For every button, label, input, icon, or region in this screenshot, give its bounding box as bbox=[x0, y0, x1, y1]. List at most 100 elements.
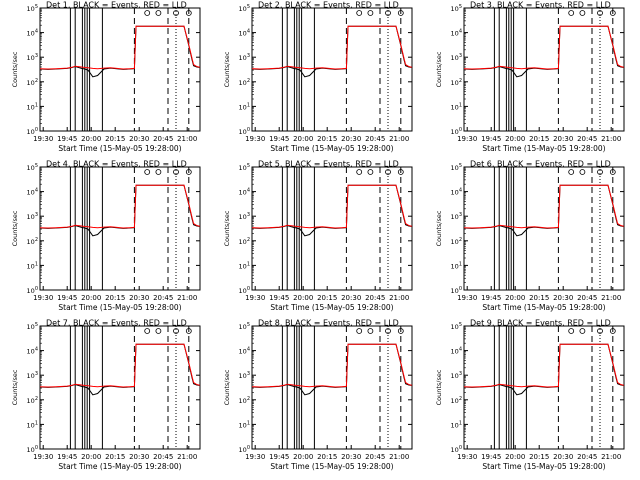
x-tick-label: 20:15 bbox=[317, 294, 337, 302]
y-tick-label: 103 bbox=[451, 212, 462, 221]
events-series-line bbox=[251, 184, 413, 237]
x-tick-label: 19:30 bbox=[33, 294, 53, 302]
event-marker bbox=[579, 10, 586, 16]
x-tick-label: 19:30 bbox=[245, 135, 265, 143]
y-axis-label: Counts/sec bbox=[223, 369, 231, 405]
x-tick-label: 19:45 bbox=[269, 453, 289, 461]
panel-title: Det 7, BLACK = Events, RED = LLD bbox=[46, 319, 187, 328]
event-marker bbox=[579, 169, 586, 175]
y-tick-label: 100 bbox=[27, 445, 38, 454]
y-tick-label: 100 bbox=[451, 286, 462, 295]
event-marker bbox=[173, 169, 179, 175]
event-marker bbox=[144, 169, 151, 175]
event-marker bbox=[356, 169, 363, 175]
y-tick-label: 102 bbox=[27, 78, 38, 87]
y-tick-label: 105 bbox=[239, 322, 250, 331]
x-tick-label: 19:30 bbox=[33, 453, 53, 461]
y-axis-label: Counts/sec bbox=[11, 210, 19, 246]
x-tick-label: 20:45 bbox=[577, 135, 597, 143]
y-tick-label: 105 bbox=[27, 322, 38, 331]
y-tick-label: 104 bbox=[239, 29, 250, 38]
panel-title: Det 6, BLACK = Events, RED = LLD bbox=[470, 160, 611, 169]
x-tick-label: 20:15 bbox=[105, 135, 125, 143]
x-tick-label: 19:45 bbox=[57, 453, 77, 461]
y-tick-label: 102 bbox=[27, 237, 38, 246]
y-tick-label: 103 bbox=[239, 53, 250, 62]
panel-title: Det 1, BLACK = Events, RED = LLD bbox=[46, 1, 187, 10]
x-tick-label: 20:30 bbox=[341, 294, 361, 302]
lld-series-line bbox=[463, 25, 625, 70]
event-marker bbox=[609, 10, 616, 16]
y-tick-label: 105 bbox=[451, 163, 462, 172]
x-tick-label: 20:00 bbox=[293, 453, 313, 461]
event-marker bbox=[568, 328, 575, 334]
event-marker bbox=[397, 10, 404, 16]
x-tick-label: 20:45 bbox=[365, 453, 385, 461]
x-axis-label: Start Time (15-May-05 19:28:00) bbox=[482, 462, 605, 471]
events-series-line bbox=[463, 184, 625, 237]
y-tick-label: 100 bbox=[451, 127, 462, 136]
y-axis-label: Counts/sec bbox=[435, 369, 443, 405]
y-tick-label: 104 bbox=[239, 188, 250, 197]
events-series-line bbox=[39, 343, 201, 396]
y-tick-label: 102 bbox=[451, 396, 462, 405]
y-tick-label: 100 bbox=[239, 286, 250, 295]
y-tick-label: 105 bbox=[451, 322, 462, 331]
event-marker bbox=[144, 328, 151, 334]
x-tick-label: 20:45 bbox=[153, 294, 173, 302]
x-axis-label: Start Time (15-May-05 19:28:00) bbox=[58, 462, 181, 471]
x-tick-label: 20:45 bbox=[577, 453, 597, 461]
panel-title: Det 9, BLACK = Events, RED = LLD bbox=[470, 319, 611, 328]
lld-series-line bbox=[39, 25, 201, 70]
y-tick-label: 105 bbox=[239, 4, 250, 13]
event-marker bbox=[609, 328, 616, 334]
event-marker bbox=[568, 169, 575, 175]
event-marker bbox=[155, 328, 162, 334]
x-tick-label: 20:45 bbox=[365, 294, 385, 302]
y-tick-label: 102 bbox=[451, 78, 462, 87]
event-marker bbox=[597, 328, 603, 334]
x-tick-label: 20:00 bbox=[81, 135, 101, 143]
x-tick-label: 21:00 bbox=[177, 135, 197, 143]
y-tick-label: 103 bbox=[27, 212, 38, 221]
y-tick-label: 101 bbox=[451, 102, 462, 111]
y-tick-label: 103 bbox=[27, 371, 38, 380]
x-tick-label: 20:15 bbox=[529, 294, 549, 302]
x-tick-label: 19:45 bbox=[57, 294, 77, 302]
event-marker bbox=[144, 10, 151, 16]
event-marker bbox=[385, 169, 391, 175]
x-tick-label: 21:00 bbox=[177, 294, 197, 302]
events-series-line bbox=[463, 343, 625, 396]
x-tick-label: 19:45 bbox=[57, 135, 77, 143]
y-tick-label: 103 bbox=[451, 53, 462, 62]
x-tick-label: 19:45 bbox=[481, 294, 501, 302]
x-tick-label: 19:45 bbox=[481, 453, 501, 461]
y-tick-label: 103 bbox=[451, 371, 462, 380]
event-marker bbox=[173, 328, 179, 334]
y-tick-label: 100 bbox=[239, 127, 250, 136]
panel-title: Det 3, BLACK = Events, RED = LLD bbox=[470, 1, 611, 10]
y-tick-label: 101 bbox=[239, 261, 250, 270]
panel-title: Det 2, BLACK = Events, RED = LLD bbox=[258, 1, 399, 10]
x-axis-label: Start Time (15-May-05 19:28:00) bbox=[270, 303, 393, 312]
event-marker bbox=[185, 10, 192, 16]
lld-series-line bbox=[251, 343, 413, 388]
event-marker bbox=[356, 10, 363, 16]
event-marker bbox=[185, 169, 192, 175]
x-tick-label: 20:15 bbox=[105, 453, 125, 461]
x-tick-label: 19:30 bbox=[33, 135, 53, 143]
x-tick-label: 20:00 bbox=[293, 135, 313, 143]
y-tick-label: 105 bbox=[239, 163, 250, 172]
y-tick-label: 104 bbox=[451, 347, 462, 356]
x-tick-label: 19:30 bbox=[457, 453, 477, 461]
x-tick-label: 20:00 bbox=[505, 135, 525, 143]
x-axis-label: Start Time (15-May-05 19:28:00) bbox=[270, 462, 393, 471]
x-tick-label: 20:15 bbox=[317, 453, 337, 461]
y-axis-label: Counts/sec bbox=[223, 51, 231, 87]
x-tick-label: 21:00 bbox=[389, 135, 409, 143]
lld-series-line bbox=[39, 343, 201, 388]
lld-series-line bbox=[463, 343, 625, 388]
event-marker bbox=[597, 169, 603, 175]
y-axis-label: Counts/sec bbox=[435, 51, 443, 87]
